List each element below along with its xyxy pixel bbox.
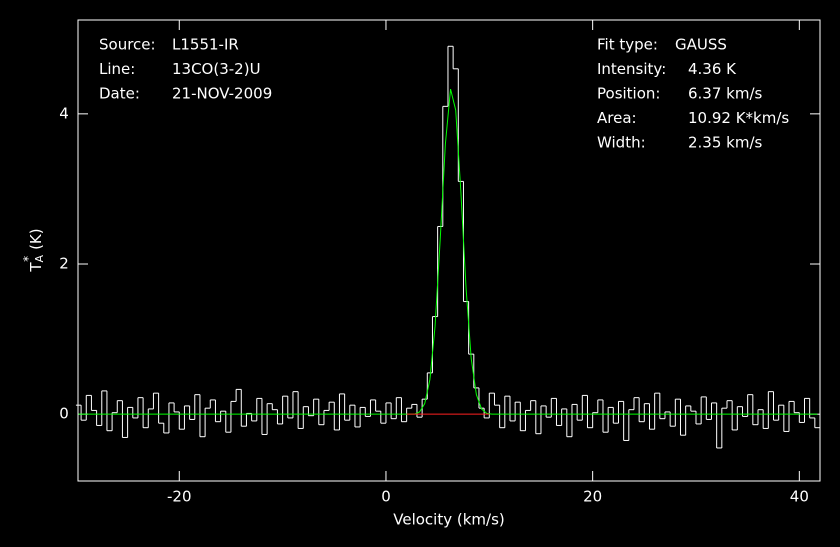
- annotation-key: Intensity:: [597, 60, 666, 78]
- annotation-key: Source:: [99, 36, 156, 54]
- annotation-value: GAUSS: [675, 36, 727, 54]
- plot-frame: [77, 19, 821, 482]
- annotation-value: 13CO(3-2)U: [172, 60, 261, 78]
- annotation-value: 4.36 K: [688, 60, 737, 78]
- annotation-value: 10.92 K*km/s: [688, 109, 789, 127]
- y-label-sup: *: [21, 256, 35, 262]
- step-connectors: [80, 46, 816, 448]
- x-tick-label: 20: [583, 488, 602, 506]
- x-tick-label: 40: [790, 488, 809, 506]
- x-tick-label: -20: [167, 488, 192, 506]
- annotation-value: 2.35 km/s: [688, 134, 763, 152]
- y-label-unit: (K): [27, 228, 45, 250]
- annotation-value: L1551-IR: [172, 36, 239, 54]
- y-tick-label: 4: [59, 104, 69, 122]
- annotation-key: Area:: [597, 109, 637, 127]
- y-label-main: T: [27, 262, 45, 273]
- x-axis-label: Velocity (km/s): [393, 511, 504, 529]
- annotation-value: 21-NOV-2009: [172, 85, 272, 103]
- y-tick-label: 0: [59, 405, 69, 423]
- annotation-key: Fit type:: [597, 36, 658, 54]
- annotation-key: Line:: [99, 60, 135, 78]
- y-axis-label: TA* (K): [21, 228, 47, 272]
- annotation-value: 6.37 km/s: [688, 85, 763, 103]
- y-tick-label: 2: [59, 255, 69, 273]
- fit-line: [78, 88, 818, 415]
- y-label-sub: A: [33, 254, 46, 262]
- x-tick-label: 0: [381, 488, 391, 506]
- annotation-key: Position:: [597, 85, 660, 103]
- annotation-key: Date:: [99, 85, 140, 103]
- annotation-key: Width:: [597, 134, 646, 152]
